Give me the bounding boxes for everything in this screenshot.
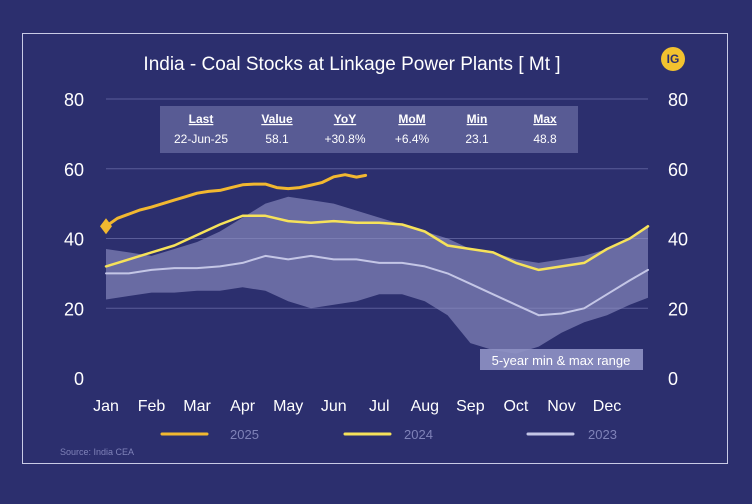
legend-label-2023: 2023 — [588, 427, 617, 442]
stats-table-bg — [160, 106, 578, 153]
stats-value-yoy: +30.8% — [324, 132, 365, 146]
x-tick-sep: Sep — [456, 398, 485, 415]
legend-label-2025: 2025 — [230, 427, 259, 442]
band-label-box — [480, 349, 643, 370]
legend-label-2024: 2024 — [404, 427, 433, 442]
chart-title: India - Coal Stocks at Linkage Power Pla… — [143, 54, 560, 75]
stats-value-last: 22-Jun-25 — [174, 132, 228, 146]
x-axis: Jan Feb Mar Apr May Jun Jul Aug Sep Oct Nov Dec — [93, 398, 621, 415]
chart-frame — [22, 33, 728, 464]
x-tick-jan: Jan — [93, 398, 119, 415]
y-tick-right-60: 60 — [668, 160, 688, 180]
x-tick-aug: Aug — [411, 398, 439, 415]
stats-header-yoy: YoY — [334, 112, 356, 126]
legend: 2025 2024 2023 — [160, 427, 617, 442]
stats-table: Last Value YoY MoM Min Max 22-Jun-25 58.1 +30.8%… — [174, 112, 557, 146]
y-tick-left-80: 80 — [64, 90, 84, 110]
band-label: 5-year min & max range — [492, 353, 631, 368]
stats-value-min: 23.1 — [465, 132, 489, 146]
x-tick-may: May — [273, 398, 303, 415]
y-tick-left-40: 40 — [64, 230, 84, 250]
series-line-2023 — [105, 254, 649, 317]
stats-header-last: Last — [189, 112, 214, 126]
y-axis-left: 0 20 40 60 80 — [64, 90, 84, 389]
range-band-area — [106, 196, 648, 354]
y-tick-right-0: 0 — [668, 369, 678, 389]
y-tick-left-20: 20 — [64, 299, 84, 319]
x-tick-apr: Apr — [230, 398, 256, 415]
source-note: Source: India CEA — [60, 447, 134, 457]
stats-header-mom: MoM — [398, 112, 425, 126]
ig-logo: IG — [661, 47, 685, 71]
x-tick-dec: Dec — [593, 398, 621, 415]
stats-value-mom: +6.4% — [395, 132, 430, 146]
y-tick-right-40: 40 — [668, 230, 688, 250]
stats-value-value: 58.1 — [265, 132, 289, 146]
y-tick-left-60: 60 — [64, 160, 84, 180]
stats-value-max: 48.8 — [533, 132, 557, 146]
stats-header-max: Max — [533, 112, 557, 126]
x-tick-nov: Nov — [547, 398, 575, 415]
stats-header-value: Value — [261, 112, 293, 126]
range-band — [106, 196, 648, 354]
x-tick-jun: Jun — [321, 398, 347, 415]
stats-header-min: Min — [467, 112, 488, 126]
y-tick-right-80: 80 — [668, 90, 688, 110]
y-axis-right: 0 20 40 60 80 — [668, 90, 688, 389]
series-line-2025 — [104, 173, 368, 228]
series-line-2024 — [104, 214, 650, 272]
series-lines — [100, 173, 650, 317]
y-tick-right-20: 20 — [668, 299, 688, 319]
x-tick-mar: Mar — [183, 398, 211, 415]
x-tick-feb: Feb — [138, 398, 166, 415]
x-tick-jul: Jul — [369, 398, 389, 415]
series-marker-2025-start — [100, 218, 112, 235]
y-tick-left-0: 0 — [74, 369, 84, 389]
x-tick-oct: Oct — [503, 398, 528, 415]
